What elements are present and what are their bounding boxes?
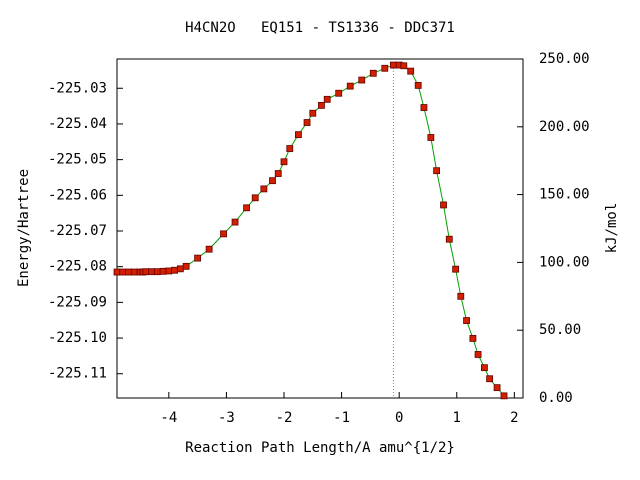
point-marker <box>323 95 331 103</box>
y2-tick-label: 200.00 <box>539 119 590 135</box>
point-marker <box>369 69 377 77</box>
point-marker <box>469 335 477 342</box>
point-marker <box>452 265 460 273</box>
point-marker <box>171 266 178 274</box>
x-tick-label: 0 <box>395 410 403 426</box>
plot-frame <box>116 58 524 399</box>
point-marker <box>481 364 488 372</box>
y-tick-label: -225.09 <box>48 294 107 310</box>
point-marker <box>414 82 422 89</box>
point-marker <box>113 268 121 276</box>
point-marker <box>474 351 482 358</box>
point-marker <box>486 375 493 383</box>
point-marker <box>274 170 282 177</box>
point-marker <box>335 89 343 97</box>
point-marker <box>269 177 276 185</box>
y-tick-label: -225.08 <box>48 259 107 275</box>
point-marker <box>309 109 317 117</box>
x-tick-label: -3 <box>218 410 235 426</box>
x-tick-label: -1 <box>333 410 350 426</box>
point-marker <box>303 119 311 126</box>
y-tick-label: -225.11 <box>48 366 107 382</box>
y-tick-label: -225.07 <box>48 223 107 239</box>
x-tick-label: -4 <box>160 410 177 426</box>
point-marker <box>182 262 190 270</box>
point-marker <box>358 76 366 84</box>
y-tick-label: -225.05 <box>48 152 107 168</box>
y2-axis-label: kJ/mol <box>604 203 620 254</box>
point-marker <box>205 245 213 253</box>
point-marker <box>463 317 470 324</box>
point-marker <box>420 104 428 111</box>
point-marker <box>165 267 173 275</box>
point-marker <box>125 268 132 276</box>
point-marker <box>457 292 465 300</box>
y2-tick-label: 250.00 <box>539 51 590 67</box>
y-tick-label: -225.04 <box>48 116 107 132</box>
point-marker <box>381 64 389 72</box>
y2-tick-label: 100.00 <box>539 254 590 270</box>
x-axis-label: Reaction Path Length/A amu^{1/2} <box>185 440 455 456</box>
y-tick-label: -225.03 <box>48 80 107 96</box>
point-marker <box>251 194 259 202</box>
point-marker <box>176 265 184 273</box>
y-axis-label: Energy/Hartree <box>16 169 32 287</box>
y2-tick-label: 150.00 <box>539 187 590 203</box>
point-marker <box>318 101 325 109</box>
point-marker <box>280 158 288 166</box>
point-marker <box>286 145 294 152</box>
x-tick-label: -2 <box>276 410 293 426</box>
point-marker <box>243 204 250 212</box>
y-tick-label: -225.10 <box>48 330 107 346</box>
point-marker <box>493 384 501 392</box>
point-marker <box>440 201 447 209</box>
point-marker <box>346 82 354 90</box>
point-marker <box>153 268 161 276</box>
point-marker <box>390 61 397 69</box>
x-tick-label: 1 <box>453 410 461 426</box>
point-marker <box>231 218 239 226</box>
point-marker <box>500 392 508 400</box>
point-marker <box>130 268 138 276</box>
point-marker <box>142 268 150 276</box>
y2-tick-label: 0.00 <box>539 390 573 406</box>
point-marker <box>220 230 227 238</box>
y2-tick-label: 50.00 <box>539 322 581 338</box>
point-marker <box>295 131 302 139</box>
point-marker <box>427 134 435 141</box>
point-marker <box>148 268 155 276</box>
point-marker <box>433 167 441 175</box>
point-marker <box>400 62 408 70</box>
y-tick-label: -225.06 <box>48 187 107 203</box>
chart-title: H4CN2O EQ151 - TS1336 - DDC371 <box>185 20 455 36</box>
point-marker <box>260 185 268 193</box>
x-tick-label: 2 <box>510 410 518 426</box>
point-marker <box>407 67 415 75</box>
point-marker <box>194 254 202 262</box>
point-marker <box>119 268 127 276</box>
point-marker <box>445 235 453 243</box>
point-marker <box>159 267 167 275</box>
